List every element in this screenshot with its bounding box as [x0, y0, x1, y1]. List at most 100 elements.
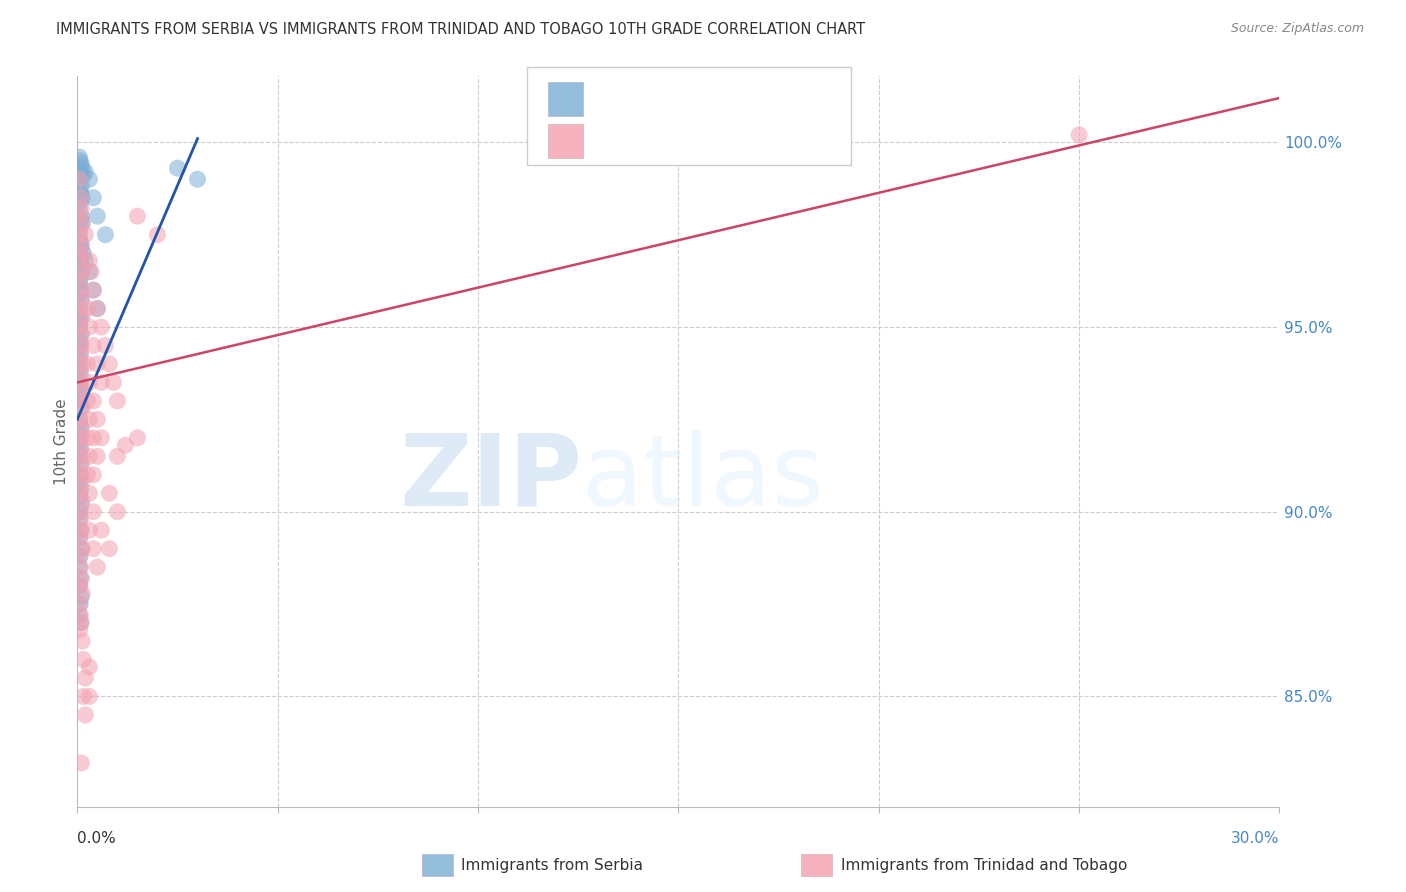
Point — [67, 338, 90, 352]
Point — [69, 608, 91, 623]
Point — [69, 320, 91, 334]
Point — [72, 169, 94, 183]
Point — [70, 309, 93, 323]
Point — [82, 431, 104, 445]
Point — [70, 615, 93, 630]
Point — [70, 634, 93, 648]
Point — [75, 707, 97, 722]
Text: atlas: atlas — [582, 430, 824, 526]
Point — [70, 756, 93, 770]
Point — [67, 597, 90, 611]
Point — [69, 191, 91, 205]
Point — [86, 450, 108, 464]
Point — [70, 202, 93, 216]
Point — [69, 353, 91, 368]
Point — [67, 560, 90, 574]
Point — [127, 209, 149, 223]
Point — [82, 467, 104, 482]
Point — [69, 419, 91, 434]
Point — [69, 183, 91, 197]
Point — [67, 272, 90, 286]
Point — [70, 179, 93, 194]
Point — [69, 623, 91, 637]
Point — [69, 531, 91, 545]
Point — [70, 246, 93, 260]
Point — [69, 213, 91, 227]
Point — [86, 560, 108, 574]
Point — [146, 227, 169, 242]
Point — [67, 505, 90, 519]
Point — [79, 376, 101, 390]
Point — [69, 257, 91, 271]
Point — [69, 235, 91, 249]
Point — [69, 165, 91, 179]
Point — [86, 301, 108, 316]
Point — [67, 457, 90, 471]
Point — [127, 431, 149, 445]
Point — [70, 523, 93, 537]
Point — [90, 523, 112, 537]
Point — [72, 690, 94, 704]
Point — [86, 412, 108, 426]
Point — [67, 360, 90, 375]
Point — [79, 486, 101, 500]
Point — [82, 505, 104, 519]
Point — [82, 191, 104, 205]
Point — [79, 172, 101, 186]
Point — [70, 209, 93, 223]
Text: R =: R = — [591, 128, 627, 146]
Point — [1069, 128, 1091, 142]
Point — [90, 431, 112, 445]
Point — [80, 264, 103, 278]
Point — [69, 549, 91, 563]
Point — [79, 450, 101, 464]
Point — [67, 412, 90, 426]
Point — [69, 523, 91, 537]
Point — [70, 457, 93, 471]
Point — [67, 276, 90, 290]
Point — [70, 217, 93, 231]
Text: R =: R = — [591, 87, 627, 104]
Text: N =: N = — [682, 128, 718, 146]
Point — [70, 541, 93, 556]
Point — [79, 264, 101, 278]
Point — [103, 376, 125, 390]
Text: Immigrants from Trinidad and Tobago: Immigrants from Trinidad and Tobago — [841, 858, 1128, 872]
Point — [70, 239, 93, 253]
Point — [69, 412, 91, 426]
Point — [69, 450, 91, 464]
Point — [69, 224, 91, 238]
Point — [69, 393, 91, 408]
Point — [67, 434, 90, 449]
Point — [76, 393, 98, 408]
Point — [90, 320, 112, 334]
Point — [75, 227, 97, 242]
Point — [69, 301, 91, 316]
Point — [94, 338, 117, 352]
Point — [67, 309, 90, 323]
Text: Source: ZipAtlas.com: Source: ZipAtlas.com — [1230, 22, 1364, 36]
Text: IMMIGRANTS FROM SERBIA VS IMMIGRANTS FROM TRINIDAD AND TOBAGO 10TH GRADE CORRELA: IMMIGRANTS FROM SERBIA VS IMMIGRANTS FRO… — [56, 22, 865, 37]
Point — [79, 690, 101, 704]
Point — [69, 531, 91, 545]
Point — [69, 490, 91, 504]
Text: ZIP: ZIP — [399, 430, 582, 526]
Point — [90, 376, 112, 390]
Point — [79, 412, 101, 426]
Point — [82, 283, 104, 297]
Point — [69, 327, 91, 342]
Text: 0.413: 0.413 — [626, 87, 678, 104]
Point — [69, 505, 91, 519]
Point — [67, 512, 90, 526]
Point — [86, 301, 108, 316]
Point — [70, 586, 93, 600]
Point — [69, 246, 91, 260]
Point — [69, 615, 91, 630]
Point — [69, 283, 91, 297]
Point — [70, 264, 93, 278]
Point — [82, 541, 104, 556]
Point — [70, 590, 93, 604]
Point — [187, 172, 209, 186]
Point — [69, 512, 91, 526]
Point — [67, 172, 90, 186]
